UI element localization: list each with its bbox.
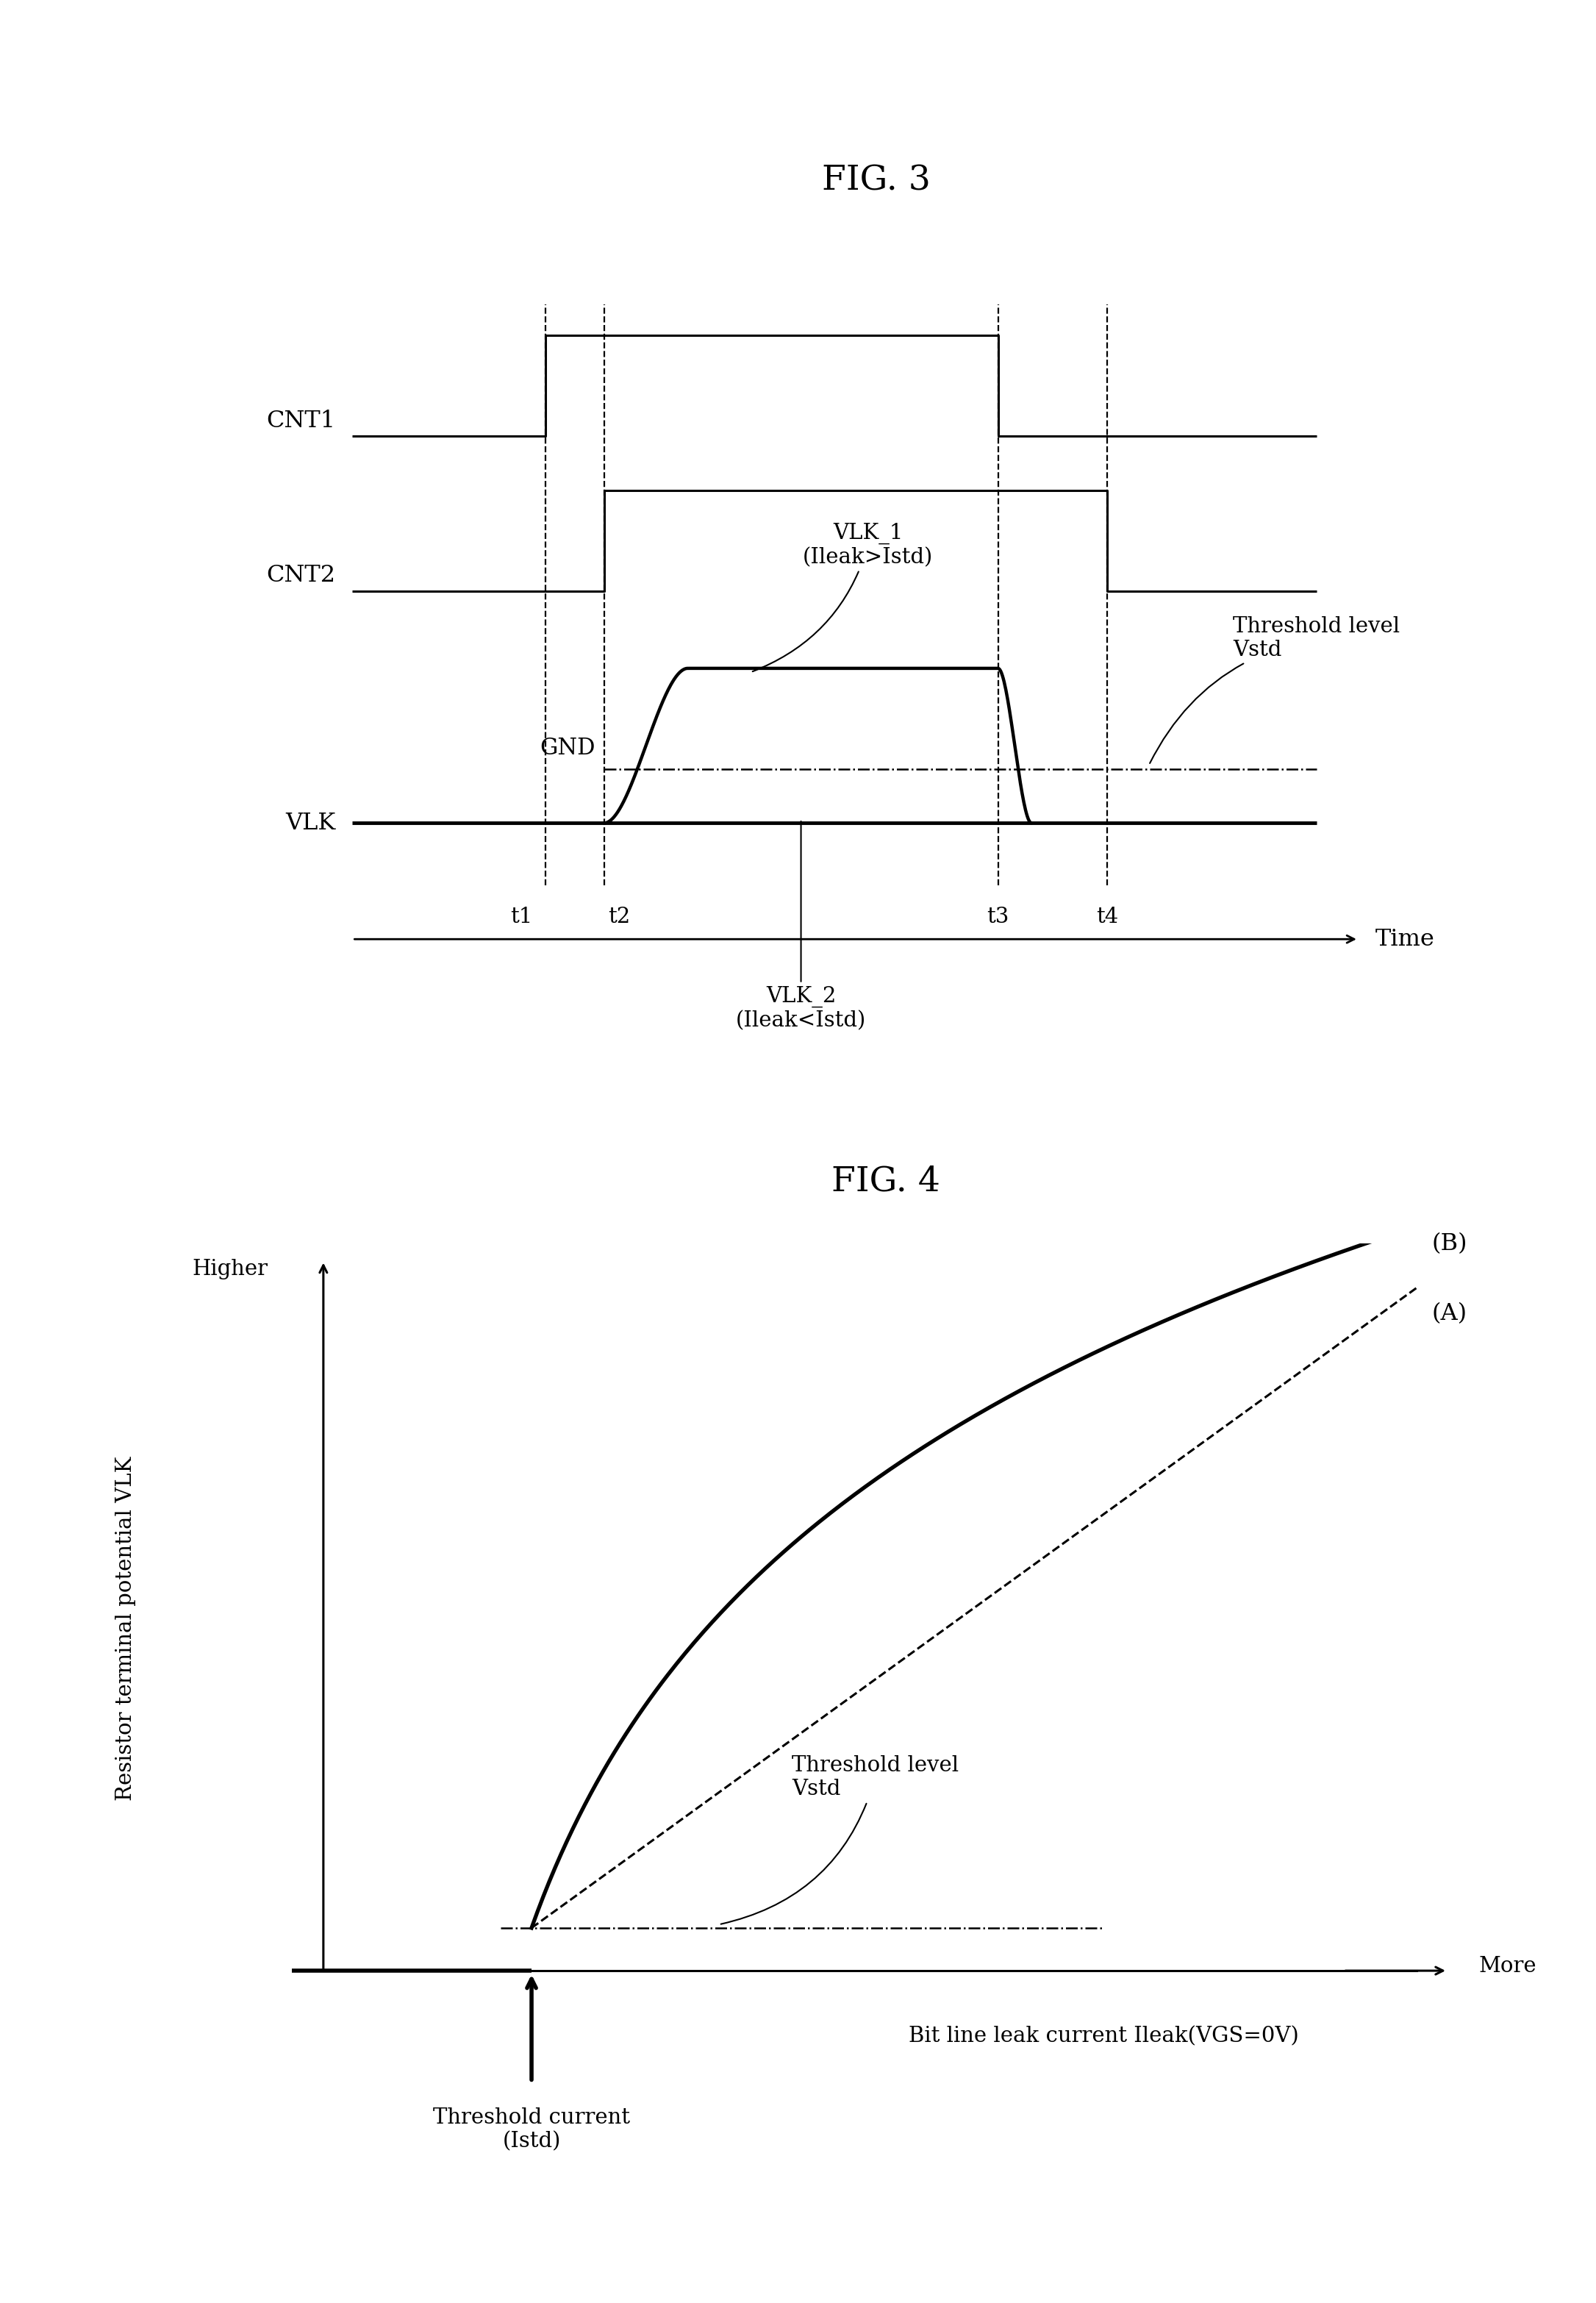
Text: Resistor terminal potential VLK: Resistor terminal potential VLK — [115, 1455, 136, 1801]
Text: GND: GND — [539, 737, 595, 760]
Text: More: More — [1479, 1955, 1537, 1976]
Text: t1: t1 — [511, 907, 533, 928]
Text: Time: Time — [1376, 928, 1435, 951]
Text: CNT1: CNT1 — [267, 410, 335, 433]
Text: VLK_2
(Ileak<Istd): VLK_2 (Ileak<Istd) — [736, 822, 867, 1032]
Text: CNT2: CNT2 — [267, 564, 335, 587]
Text: Threshold level
Vstd: Threshold level Vstd — [1149, 617, 1400, 762]
Text: Higher: Higher — [192, 1260, 268, 1280]
Text: t2: t2 — [608, 907, 630, 928]
Text: (B): (B) — [1432, 1232, 1468, 1255]
Text: Threshold level
Vstd: Threshold level Vstd — [721, 1755, 959, 1923]
Text: FIG. 4: FIG. 4 — [832, 1165, 940, 1198]
Text: VLK: VLK — [286, 811, 335, 834]
Text: VLK_1
(Ileak>Istd): VLK_1 (Ileak>Istd) — [753, 523, 934, 672]
Text: t4: t4 — [1096, 907, 1119, 928]
Text: t3: t3 — [986, 907, 1009, 928]
Text: (A): (A) — [1432, 1303, 1467, 1324]
Text: Threshold current
(Istd): Threshold current (Istd) — [433, 2107, 630, 2151]
Text: FIG. 3: FIG. 3 — [822, 164, 930, 198]
Text: Bit line leak current Ileak(VGS=0V): Bit line leak current Ileak(VGS=0V) — [910, 2027, 1299, 2047]
